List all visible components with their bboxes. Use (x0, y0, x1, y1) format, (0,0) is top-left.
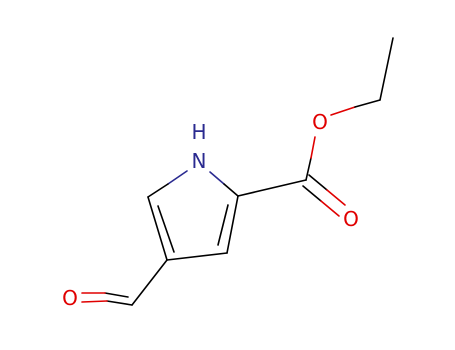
bond (237, 179, 307, 197)
bond (326, 189, 346, 206)
bond (320, 200, 340, 217)
bond (209, 171, 225, 185)
bond (310, 136, 316, 159)
atom-label: H (191, 120, 206, 144)
atom-label: O (343, 207, 359, 231)
atom-label: O (62, 286, 78, 310)
bond (217, 204, 229, 246)
bonds (81, 37, 394, 306)
bond (131, 259, 168, 306)
bond (147, 196, 168, 261)
bond (354, 99, 381, 108)
bond (81, 300, 108, 303)
bond (302, 185, 322, 202)
bond (305, 157, 312, 181)
bond (226, 195, 239, 254)
atom-label: O (312, 110, 328, 134)
bond (330, 106, 356, 116)
bond (167, 170, 188, 185)
bond (106, 300, 133, 306)
atom-label: N (192, 149, 207, 173)
bond (147, 183, 169, 198)
bond (166, 252, 228, 261)
bond (379, 37, 394, 101)
bond (223, 183, 239, 197)
bond (157, 205, 175, 253)
bond (104, 292, 129, 298)
bond (308, 174, 328, 191)
